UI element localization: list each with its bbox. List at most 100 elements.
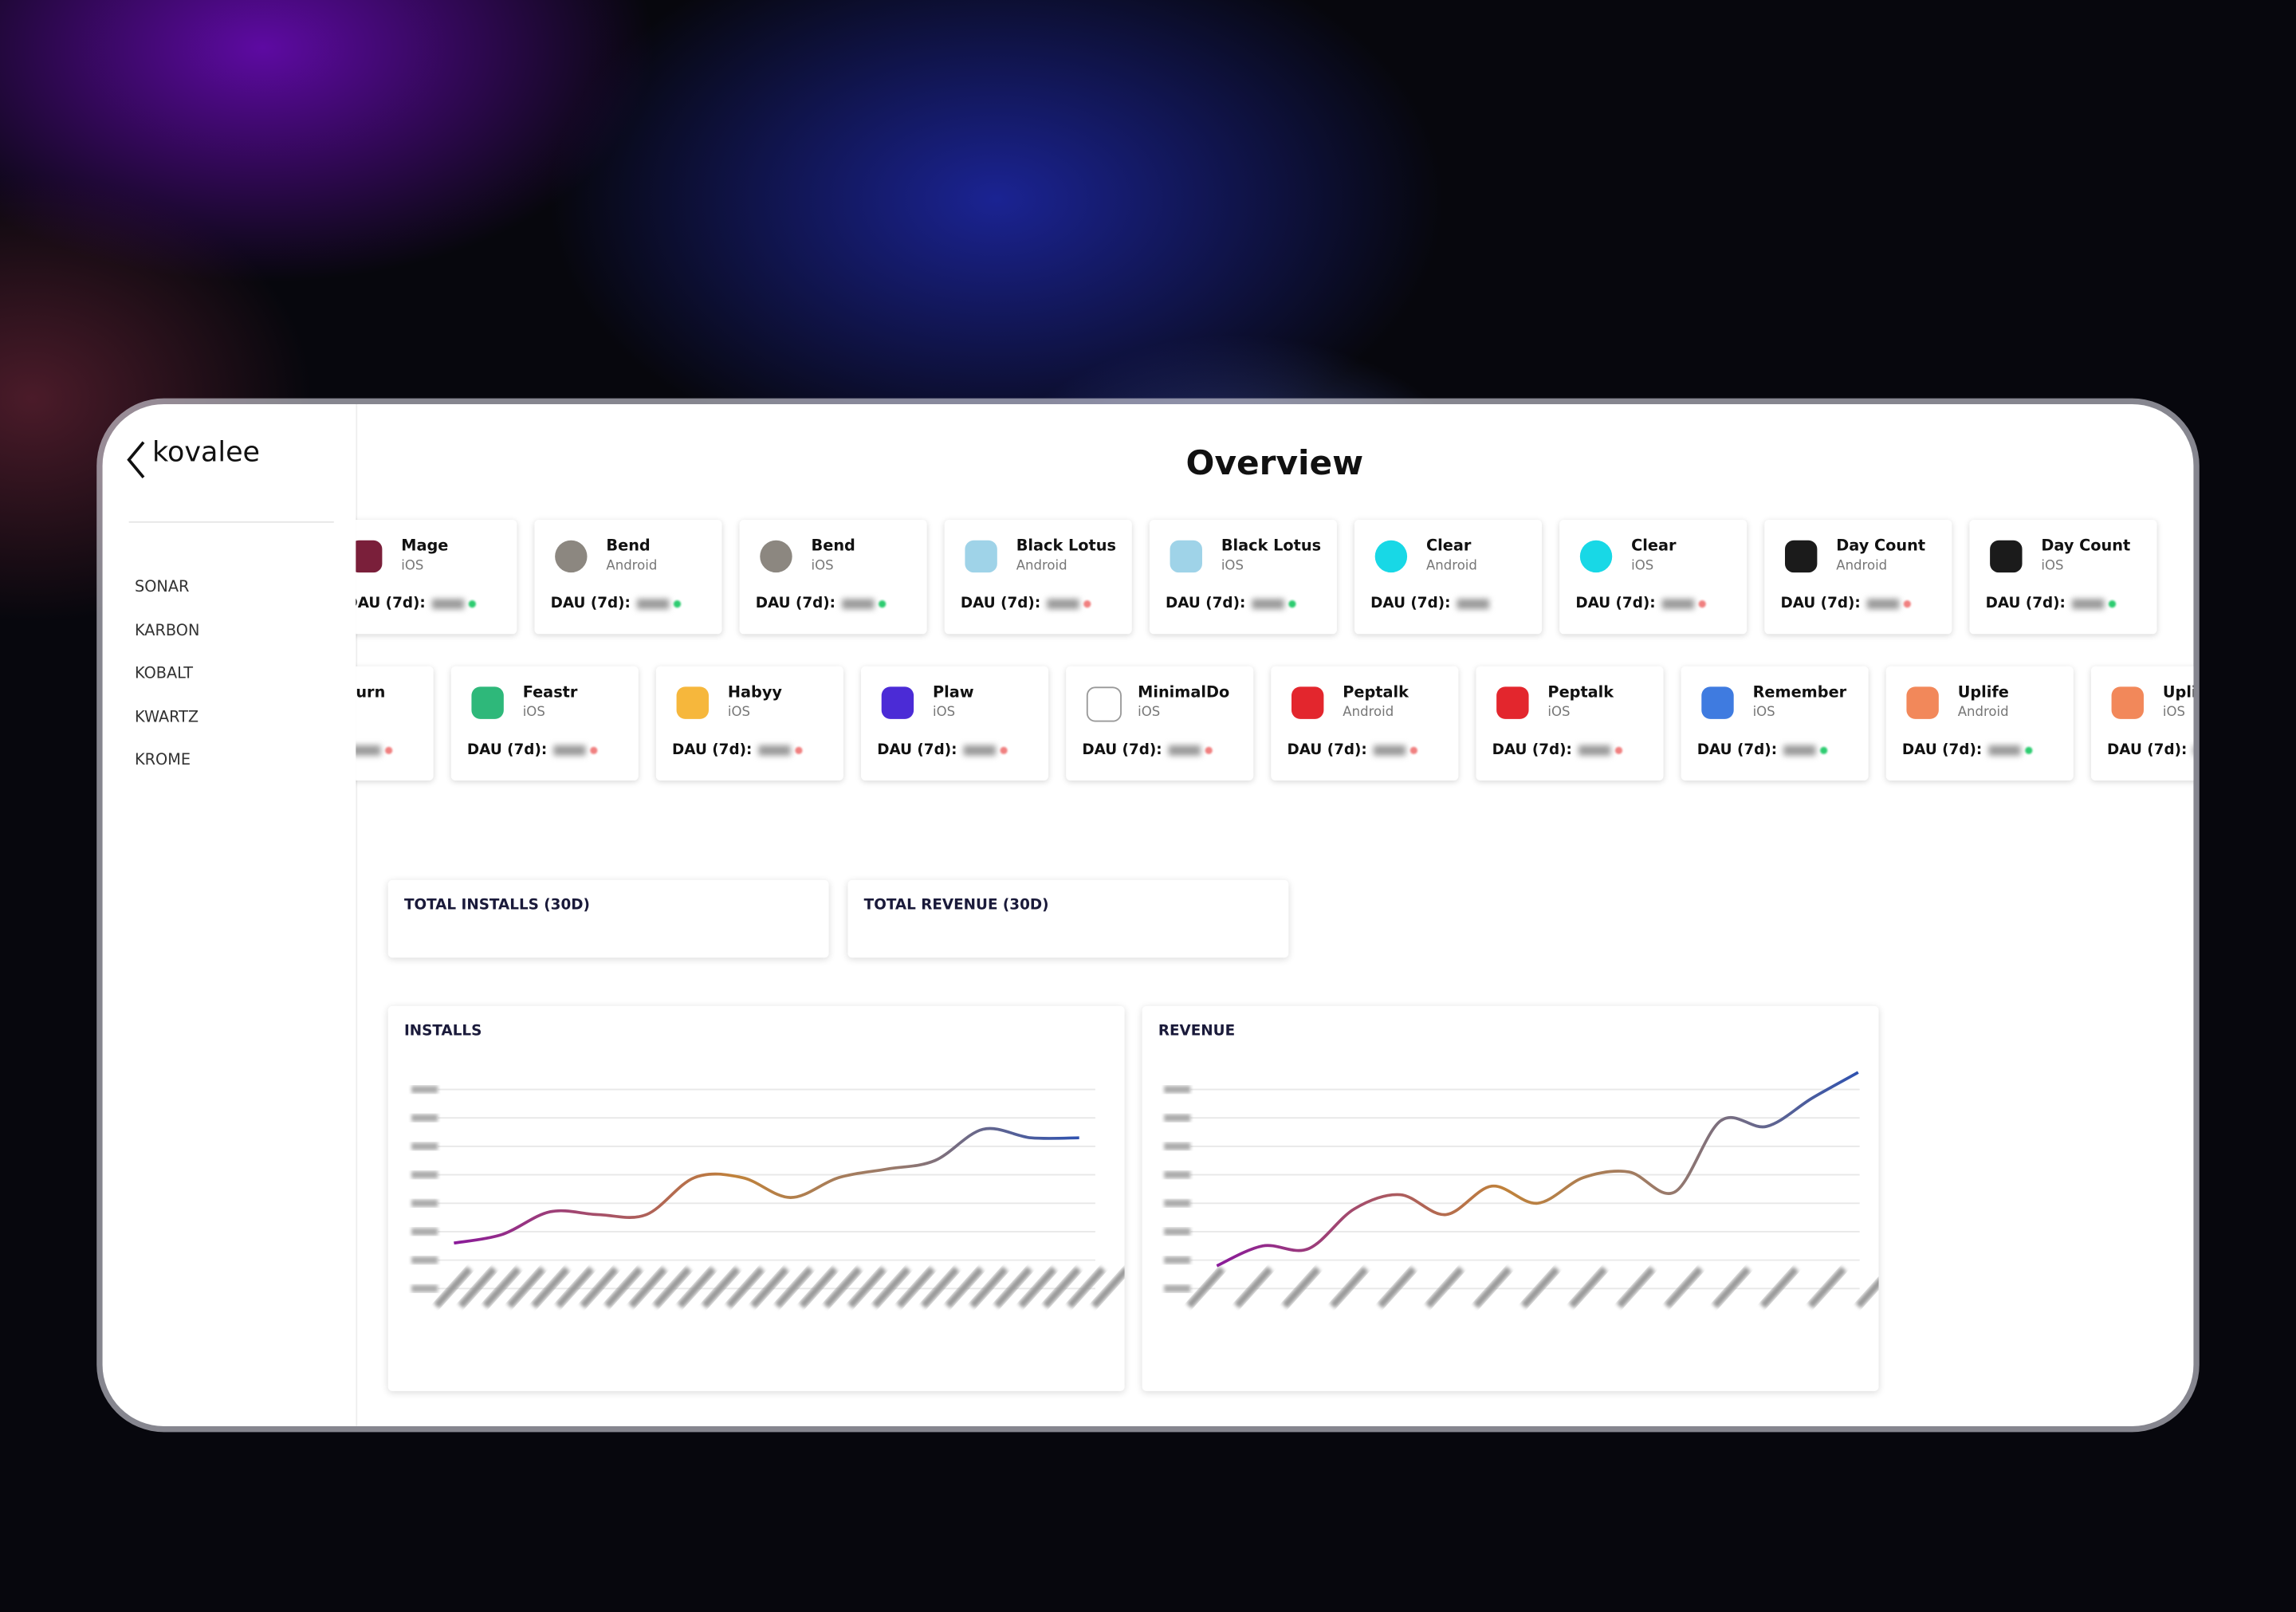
app-name: Day Count [2041, 537, 2131, 556]
app-name: Peptalk [1343, 683, 1409, 702]
app-name: Black Lotus [1221, 537, 1322, 556]
dau-row: DAU (7d): [672, 742, 802, 758]
app-platform: Android [606, 559, 658, 575]
x-label-blurred [847, 1266, 887, 1309]
dau-row: DAU (7d): [551, 596, 681, 612]
y-label-blurred [411, 1114, 438, 1122]
kpi-title: TOTAL INSTALLS (30D) [403, 897, 590, 914]
dau-value-blurred [841, 598, 874, 609]
x-label-blurred [1234, 1266, 1273, 1309]
app-platform: Android [1343, 706, 1394, 721]
dau-value-blurred [1167, 744, 1201, 755]
dau-label: DAU (7d): [2107, 742, 2188, 759]
app-card[interactable]: MinimalDo iOS DAU (7d): [1066, 666, 1254, 780]
app-name: MinimalDo [1138, 683, 1230, 702]
app-name: Bend [606, 537, 651, 556]
dau-value-blurred [1251, 598, 1284, 609]
nav-item[interactable]: KOBALT [134, 664, 194, 682]
x-label-blurred [1186, 1266, 1225, 1309]
y-label-blurred [411, 1256, 438, 1264]
nav-item[interactable]: KARBON [134, 621, 200, 639]
dau-value-blurred [1046, 598, 1079, 609]
app-icon [1784, 540, 1818, 573]
trend-dot [1903, 600, 1911, 607]
app-platform: Android [1836, 559, 1888, 575]
app-card[interactable]: Feastr iOS DAU (7d): [450, 666, 639, 780]
x-label-blurred [580, 1266, 619, 1309]
app-card[interactable]: Day Count iOS DAU (7d): [1969, 520, 2157, 635]
x-label-blurred [1712, 1266, 1751, 1309]
app-name: Mage [401, 537, 449, 556]
dau-label: DAU (7d): [755, 596, 836, 612]
app-card[interactable]: Bend iOS DAU (7d): [739, 520, 927, 635]
app-card[interactable]: urn DAU (7d): [356, 666, 434, 780]
app-icon [1292, 686, 1324, 719]
dau-value-blurred [1987, 744, 2020, 755]
app-card[interactable]: Black Lotus Android DAU (7d): [944, 520, 1132, 635]
app-card[interactable]: Peptalk iOS DAU (7d): [1476, 666, 1664, 780]
app-platform: Android [1957, 706, 2009, 721]
dau-row: DAU (7d): [961, 596, 1091, 612]
trend-dot [1697, 600, 1706, 607]
x-label-blurred [1091, 1266, 1125, 1309]
app-icon [760, 540, 792, 573]
app-icon [2111, 686, 2144, 719]
dau-value-blurred [1578, 744, 1610, 755]
dau-value-blurred [356, 744, 380, 755]
trend-dot [1083, 600, 1091, 607]
app-name: Plaw [933, 683, 974, 702]
x-label-blurred [871, 1266, 911, 1309]
y-label-blurred [1164, 1199, 1191, 1207]
app-name: Clear [1631, 537, 1677, 556]
app-card[interactable]: Bend Android DAU (7d): [534, 520, 722, 635]
dau-label: DAU (7d): [1575, 596, 1656, 612]
x-label-blurred [1281, 1266, 1321, 1309]
dau-label: DAU (7d): [960, 596, 1041, 612]
x-label-blurred [750, 1266, 789, 1309]
app-card[interactable]: Day Count Android DAU (7d): [1764, 520, 1952, 635]
app-platform: iOS [1631, 559, 1654, 575]
dau-value-blurred [1373, 744, 1406, 755]
x-label-blurred [506, 1266, 546, 1309]
kpi-card: TOTAL INSTALLS (30D) [387, 879, 829, 958]
trend-dot [999, 745, 1007, 754]
app-platform: iOS [1221, 559, 1244, 575]
app-card[interactable]: Uplife Android DAU (7d): [1885, 666, 2074, 780]
dau-label: DAU (7d): [1082, 742, 1162, 759]
x-label-blurred [482, 1266, 521, 1309]
app-platform: Android [1425, 559, 1477, 575]
x-label-blurred [1329, 1266, 1369, 1309]
nav-item[interactable]: KWARTZ [134, 708, 199, 726]
app-icon [881, 686, 914, 719]
app-card[interactable]: Peptalk Android DAU (7d): [1271, 666, 1459, 780]
app-card[interactable]: Remember iOS DAU (7d): [1681, 666, 1869, 780]
app-card[interactable]: Mage iOS DAU (7d): [356, 520, 517, 635]
x-label-blurred [725, 1266, 765, 1309]
app-card[interactable]: Black Lotus iOS DAU (7d): [1149, 520, 1337, 635]
dau-value-blurred [1456, 598, 1489, 609]
y-label-blurred [411, 1228, 438, 1236]
app-platform: Android [1016, 559, 1067, 575]
dau-row: DAU (7d): [356, 742, 392, 758]
x-label-blurred [896, 1266, 935, 1309]
app-name: Remember [1752, 683, 1847, 702]
app-name: Habyy [727, 683, 782, 702]
kpi-title: TOTAL REVENUE (30D) [863, 897, 1049, 914]
x-label-blurred [1520, 1266, 1560, 1309]
dau-row: DAU (7d): [1082, 742, 1213, 759]
chart-card: REVENUE [1142, 1005, 1879, 1391]
app-card[interactable]: Clear Android DAU (7d): [1354, 520, 1543, 635]
app-card[interactable]: Uplife iOS DAU (7d): [2090, 666, 2194, 780]
app-icon [471, 686, 504, 719]
x-label-blurred [774, 1266, 814, 1309]
x-label-blurred [1067, 1266, 1106, 1309]
trend-dot [1409, 745, 1417, 754]
nav-item[interactable]: SONAR [134, 578, 190, 596]
app-card[interactable]: Plaw iOS DAU (7d): [861, 666, 1049, 780]
dau-label: DAU (7d): [1985, 596, 2066, 612]
page-title: Overview [1185, 445, 1364, 484]
app-card[interactable]: Clear iOS DAU (7d): [1559, 520, 1748, 635]
app-card[interactable]: Habyy iOS DAU (7d): [655, 666, 843, 780]
app-icon [555, 540, 588, 573]
nav-item[interactable]: KROME [134, 751, 191, 769]
